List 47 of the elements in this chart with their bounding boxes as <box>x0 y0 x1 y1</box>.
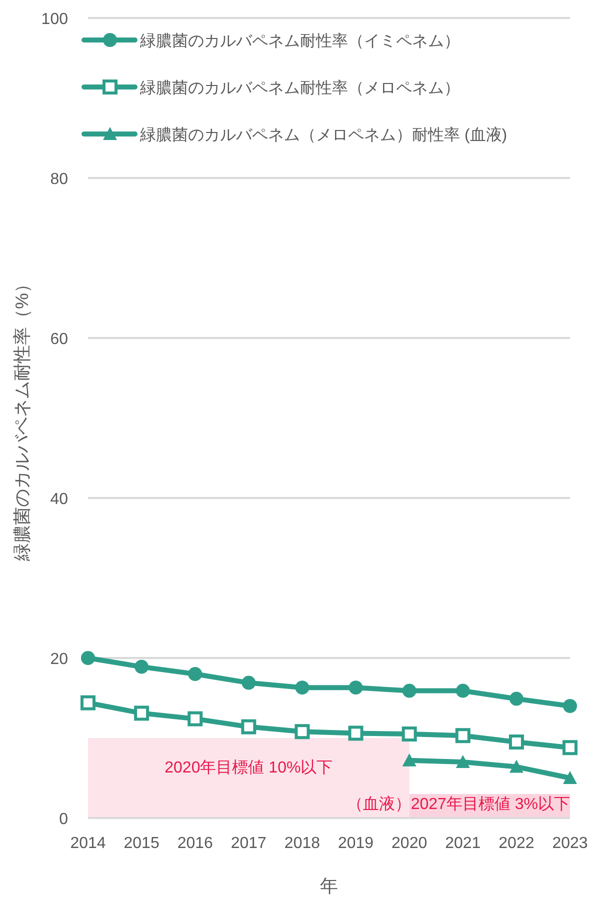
legend-label: 緑膿菌のカルバペネム（メロペネム）耐性率 (血液) <box>139 126 508 144</box>
y-tick-label: 40 <box>50 491 68 508</box>
y-tick-label: 20 <box>50 651 68 668</box>
point <box>294 724 310 740</box>
x-tick-label: 2018 <box>284 835 320 852</box>
point <box>188 667 202 681</box>
point <box>134 660 149 674</box>
point <box>188 711 203 726</box>
x-tick-label: 2023 <box>552 835 588 852</box>
point <box>508 734 524 750</box>
point <box>402 726 417 742</box>
x-tick-label: 2014 <box>70 835 106 852</box>
point <box>295 680 310 695</box>
point <box>509 692 524 706</box>
x-axis-title: 年 <box>320 876 338 896</box>
point <box>348 680 363 695</box>
x-tick-label: 2022 <box>498 835 534 852</box>
x-tick-label: 2015 <box>124 835 160 852</box>
point <box>81 651 95 665</box>
y-tick-label: 100 <box>41 11 68 28</box>
x-tick-label: 2021 <box>445 835 481 852</box>
y-axis-title: 緑膿菌のカルバペネム耐性率（%） <box>12 274 32 562</box>
x-tick-label: 2020 <box>392 835 428 852</box>
band-label: （血液）2027年目標値 3%以下 <box>346 795 570 813</box>
x-tick-label: 2017 <box>230 835 267 852</box>
band-label: 2020年目標値 10%以下 <box>164 758 333 776</box>
point <box>348 726 364 741</box>
x-tick-label: 2016 <box>177 835 214 852</box>
point <box>455 728 470 744</box>
point <box>241 719 256 734</box>
legend-label: 緑膿菌のカルバペネム耐性率（イミペネム） <box>139 32 460 50</box>
y-tick-label: 80 <box>50 171 68 188</box>
point <box>402 684 416 698</box>
point <box>134 706 150 721</box>
point <box>80 695 96 710</box>
point <box>456 684 470 698</box>
point <box>563 699 577 713</box>
x-tick-label: 2019 <box>338 835 374 852</box>
point <box>509 760 524 773</box>
point <box>562 740 578 756</box>
legend-label: 緑膿菌のカルバペネム耐性率（メロペネム） <box>139 79 460 97</box>
point <box>563 771 577 784</box>
y-tick-label: 60 <box>50 331 68 348</box>
point <box>456 755 470 768</box>
point <box>242 676 256 690</box>
y-tick-label: 0 <box>59 811 68 828</box>
point <box>402 753 416 766</box>
